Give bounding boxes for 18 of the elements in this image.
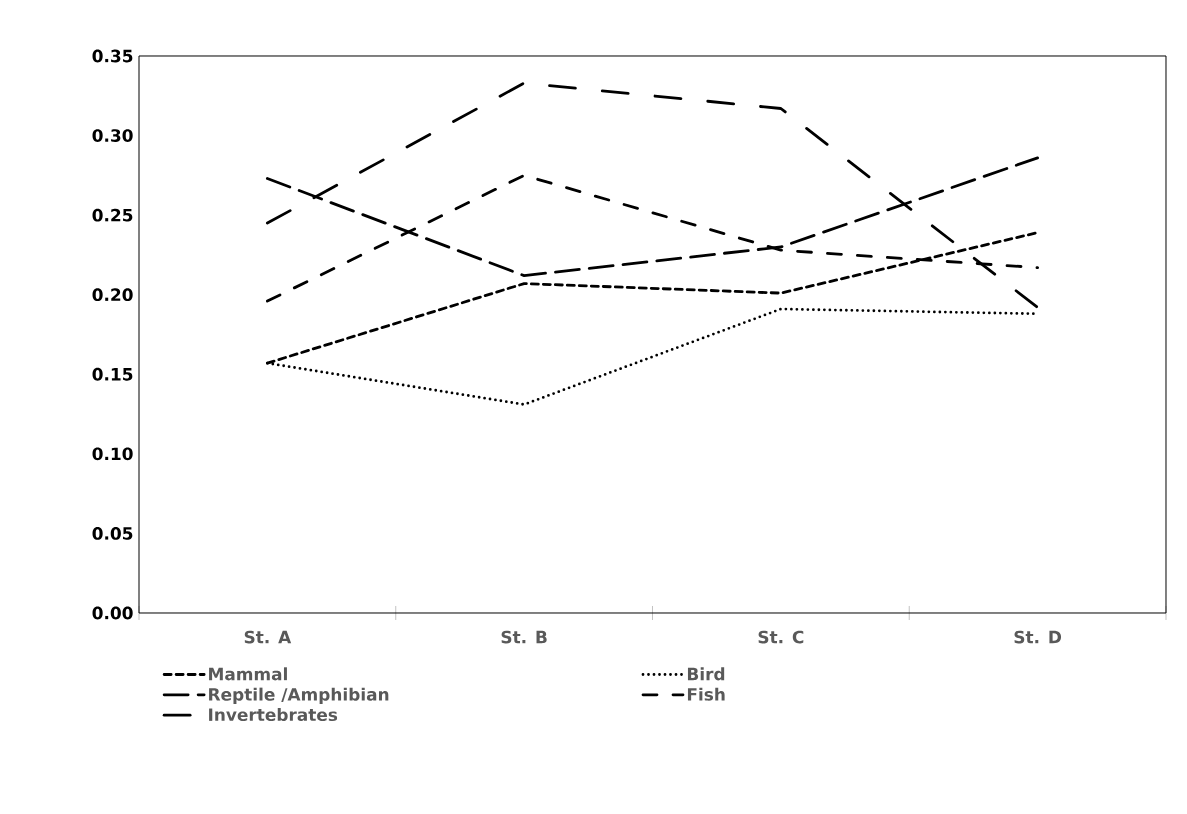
x-tick-label: St. D bbox=[1014, 630, 1062, 644]
x-tick-label: St. C bbox=[758, 630, 804, 644]
legend-label: Reptile /Amphibian bbox=[209, 687, 389, 705]
y-tick-label: 0.05 bbox=[92, 527, 133, 540]
y-tick-label: 0.25 bbox=[92, 208, 133, 222]
x-tick-label: St. B bbox=[501, 630, 547, 644]
y-tick-label: 0.20 bbox=[92, 288, 133, 302]
legend-label: Bird bbox=[687, 667, 725, 681]
legend-label: Mammal bbox=[209, 667, 287, 681]
y-tick-label: 0.35 bbox=[92, 49, 133, 63]
legend-label: Invertebrates bbox=[209, 707, 338, 722]
line-series bbox=[265, 81, 1040, 309]
y-tick-label: 0.15 bbox=[92, 367, 133, 381]
y-tick-label: 0.30 bbox=[92, 129, 133, 142]
y-tick-label: 0.00 bbox=[92, 606, 133, 620]
y-tick-label: 0.10 bbox=[92, 447, 133, 461]
x-tick-label: St. A bbox=[244, 630, 292, 644]
legend-label: Fish bbox=[687, 687, 725, 701]
